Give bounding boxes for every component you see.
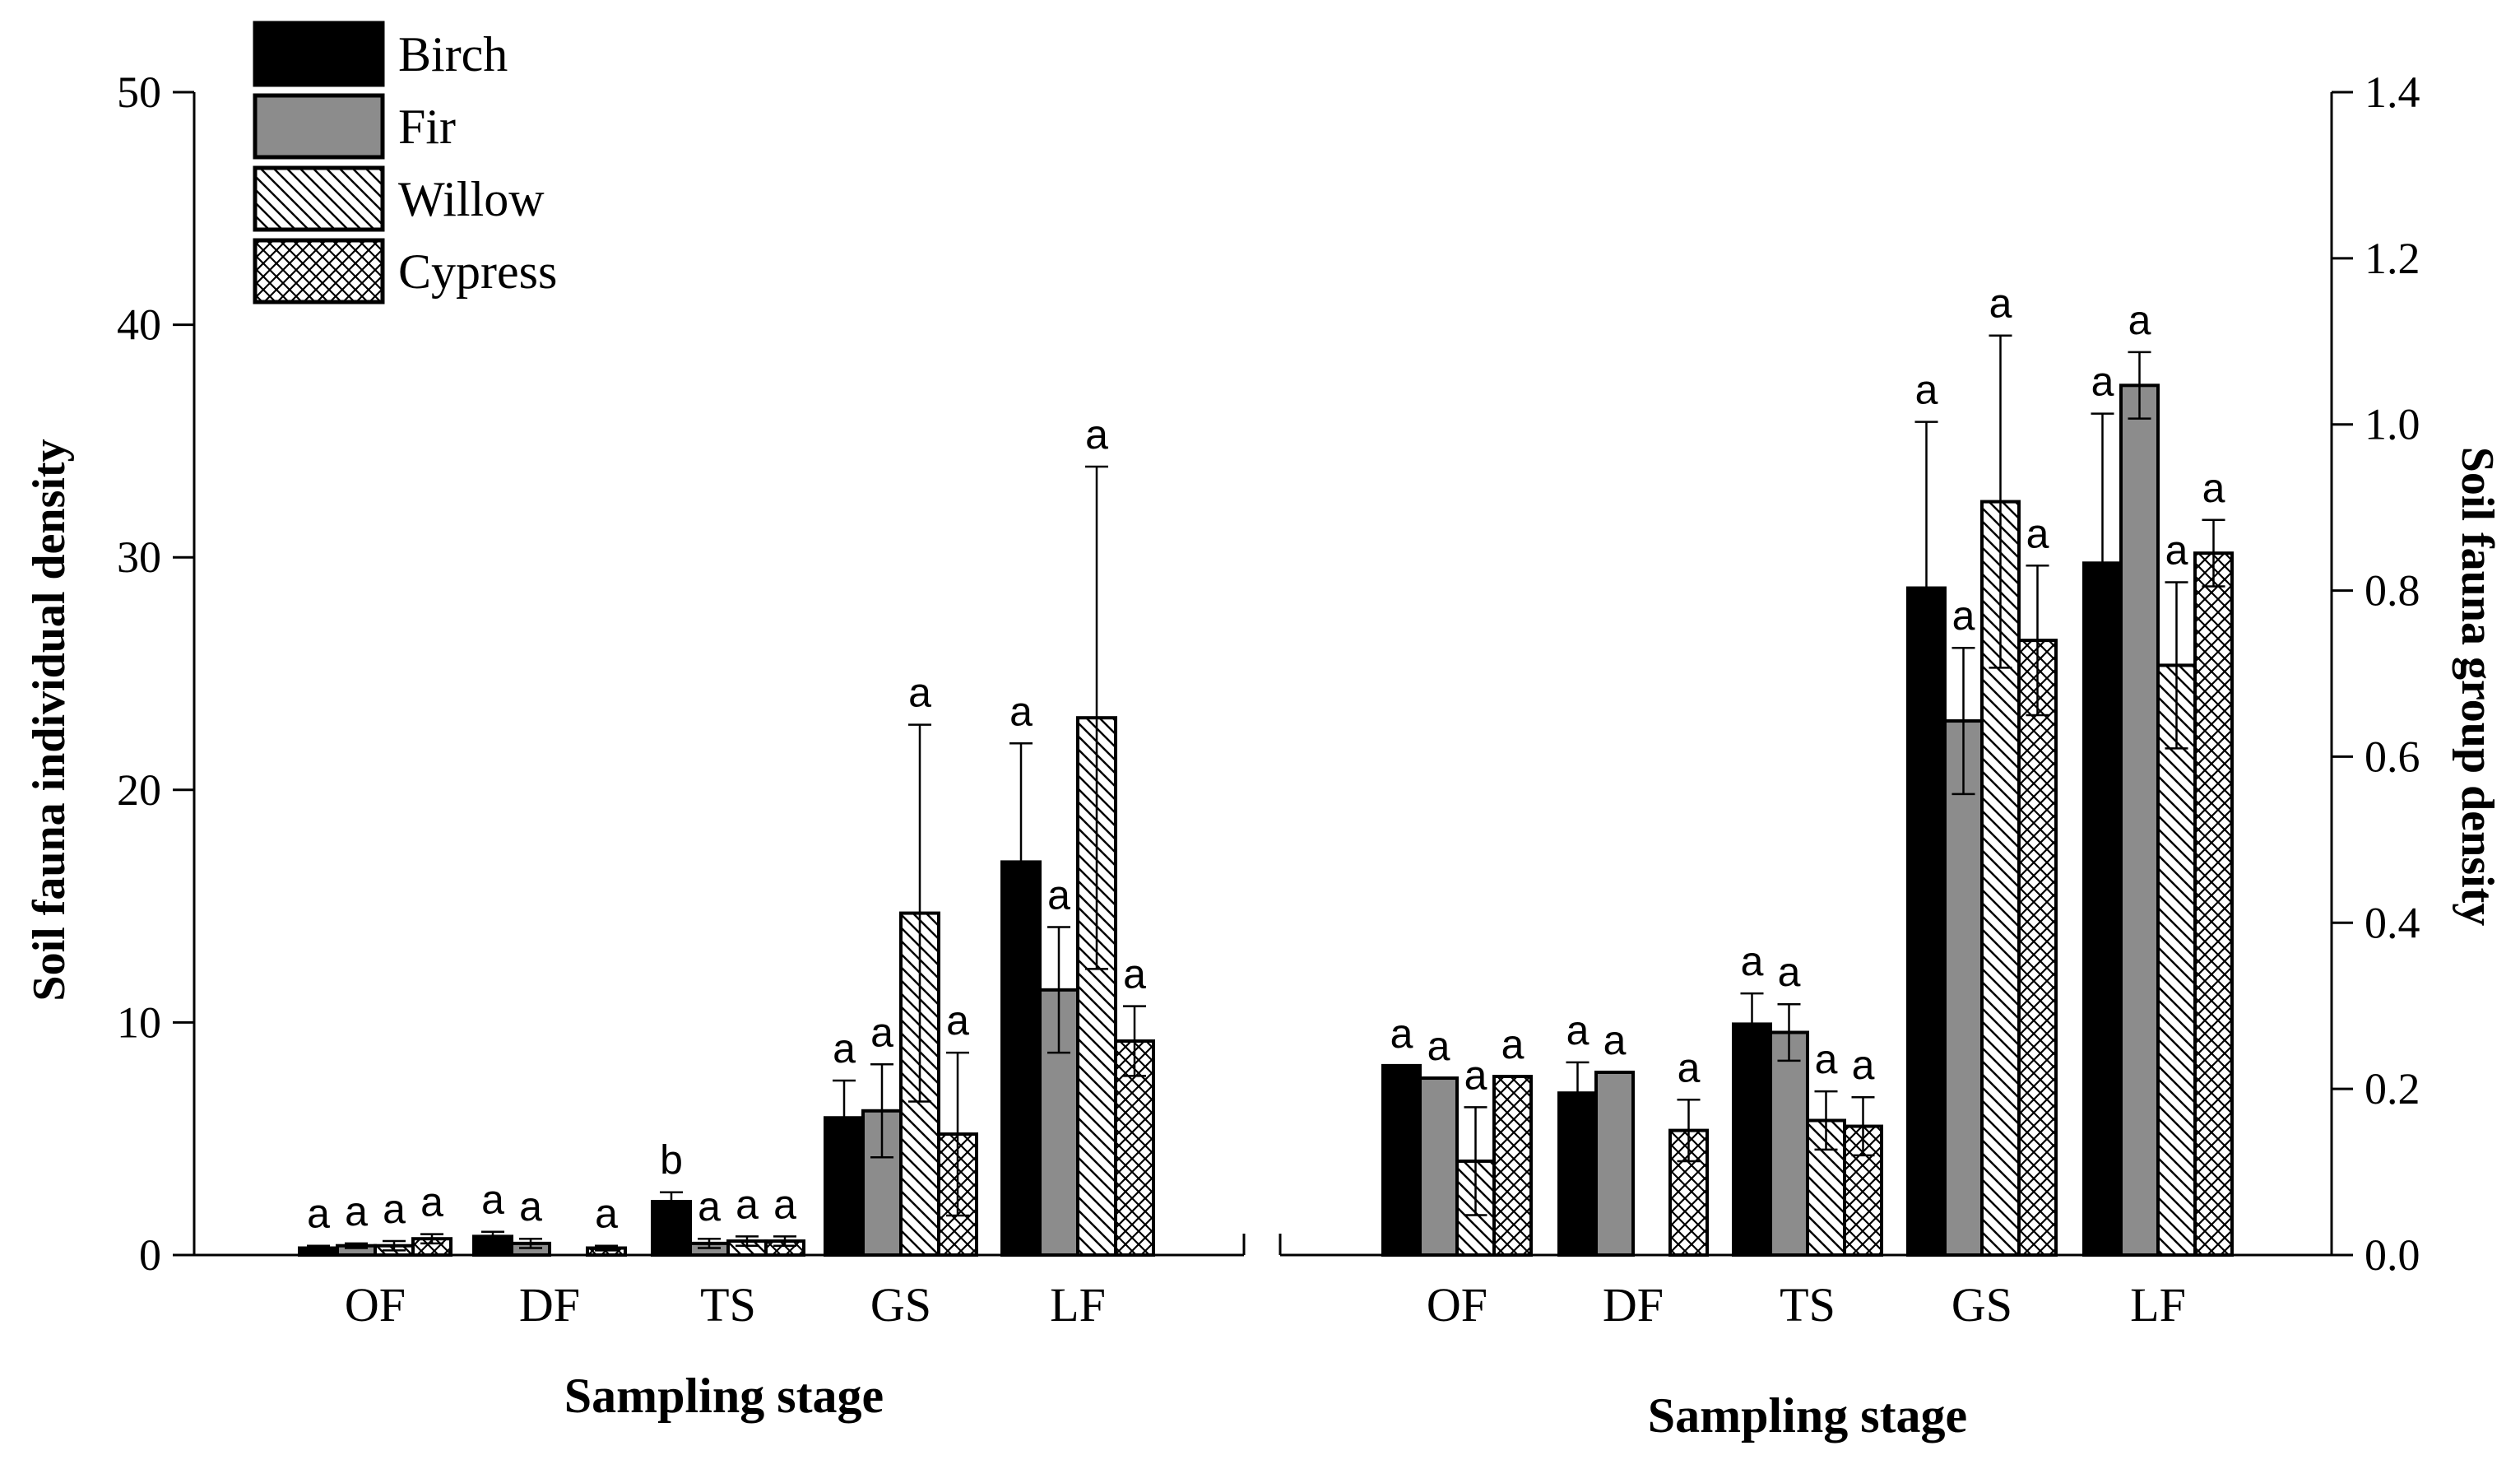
significance-letter: a: [2091, 359, 2114, 405]
bar-fir-ts: [1769, 1030, 1809, 1257]
chart-layer: 0 10 20 30 40 50 OF DF TS GS LF Sampling stage Soil …: [24, 21, 2503, 1443]
significance-letter: a: [519, 1183, 542, 1230]
significance-letter: a: [870, 1009, 893, 1055]
bar-birch-ts: [1732, 1022, 1772, 1257]
y-tick-label: 1.2: [2365, 234, 2420, 283]
x-tick-label: TS: [1780, 1278, 1835, 1332]
y-tick-label: 1.4: [2365, 67, 2420, 117]
chart-panel-1: 0 10 20 30 40 50 OF DF TS GS LF Sampling stage Soil …: [24, 67, 1246, 1423]
significance-letter: a: [1778, 949, 1801, 995]
bar-birch-of: [1381, 1063, 1422, 1257]
significance-letter: a: [481, 1177, 504, 1223]
significance-letter: a: [1952, 593, 1975, 639]
bar-cypress-of: [1492, 1075, 1533, 1257]
significance-letter: a: [1741, 938, 1764, 984]
significance-letter: a: [833, 1025, 856, 1072]
significance-letter: a: [2128, 297, 2151, 343]
significance-letter: a: [1815, 1036, 1838, 1082]
y-tick-label: 20: [117, 765, 161, 815]
legend-swatch-cypress: [253, 238, 385, 304]
significance-letter: a: [1085, 411, 1108, 458]
y-tick-label: 0: [139, 1230, 161, 1280]
significance-letter: a: [1603, 1017, 1627, 1063]
y-tick-label: 10: [117, 997, 161, 1047]
significance-letter: a: [383, 1186, 406, 1232]
x-tick-label: GS: [1951, 1278, 2012, 1332]
y-tick-label: 50: [117, 67, 161, 117]
bar-fir-df: [1594, 1070, 1635, 1257]
x-tick-label: GS: [870, 1278, 931, 1332]
significance-letter: a: [1501, 1021, 1525, 1067]
significance-letter: a: [595, 1191, 618, 1237]
significance-letter: a: [1427, 1023, 1450, 1069]
significance-letter: a: [1915, 367, 1938, 413]
legend-label: Cypress: [398, 244, 557, 299]
x-tick-label: DF: [519, 1278, 580, 1332]
significance-letter: a: [1047, 872, 1070, 918]
legend: Birch Fir Willow Cypress: [253, 21, 557, 304]
legend-swatch-birch: [253, 21, 385, 87]
significance-letter: a: [345, 1188, 368, 1234]
significance-letter: a: [908, 670, 931, 716]
legend-label: Willow: [398, 172, 545, 226]
y-tick-label: 40: [117, 300, 161, 350]
y-tick-label: 0.6: [2365, 732, 2420, 781]
x-tick-label: OF: [1427, 1278, 1487, 1332]
x-tick-label: LF: [1050, 1278, 1106, 1332]
y-tick-label: 0.4: [2365, 898, 2420, 947]
bar-fir-lf: [2119, 384, 2160, 1257]
x-tick-label: TS: [700, 1278, 756, 1332]
bar-fir-of: [1418, 1076, 1459, 1257]
significance-letter: a: [1123, 951, 1146, 997]
significance-letter: a: [1009, 688, 1033, 734]
significance-letter: a: [420, 1179, 443, 1225]
chart-panel-2: 0.0 0.2 0.4 0.6 0.8 1.0 1.2 1.4 OF DF TS GS LF Sampli…: [1279, 67, 2503, 1443]
significance-letter: a: [2202, 465, 2225, 511]
y-tick-label: 0.2: [2365, 1064, 2420, 1113]
significance-letter: a: [1852, 1042, 1875, 1088]
y-tick-label: 30: [117, 532, 161, 582]
bar-cypress-lf: [2193, 551, 2234, 1257]
y-axis-title: Soil fauna individual density: [24, 439, 75, 1001]
significance-letter: a: [1678, 1044, 1701, 1090]
y-tick-label: 1.0: [2365, 400, 2420, 449]
x-tick-label: DF: [1603, 1278, 1664, 1332]
y-axis-title: Soil fauna group density: [2452, 447, 2503, 926]
significance-letter: a: [2165, 527, 2188, 573]
significance-letter: a: [698, 1183, 721, 1230]
significance-letter: a: [1566, 1007, 1590, 1053]
significance-letter: a: [1390, 1011, 1413, 1057]
significance-letter: a: [773, 1181, 796, 1227]
significance-letter: a: [736, 1181, 759, 1227]
bar-cypress-gs: [2017, 639, 2058, 1257]
significance-letter: a: [1989, 281, 2012, 327]
significance-letter: a: [1464, 1052, 1487, 1098]
significance-letter: b: [660, 1137, 683, 1183]
significance-letter: a: [307, 1191, 330, 1237]
y-tick-label: 0.8: [2365, 566, 2420, 616]
bar-fir-gs: [1943, 719, 1984, 1257]
legend-label: Birch: [398, 27, 508, 81]
x-axis-title: Sampling stage: [564, 1369, 884, 1423]
legend-swatch-fir: [253, 93, 385, 160]
significance-letter: a: [2026, 510, 2049, 556]
legend-label: Fir: [398, 100, 456, 154]
x-axis-title: Sampling stage: [1648, 1388, 1967, 1443]
bar-willow-lf: [2156, 663, 2197, 1257]
y-tick-label: 0.0: [2365, 1230, 2420, 1280]
x-tick-label: OF: [345, 1278, 406, 1332]
x-tick-label: LF: [2130, 1278, 2186, 1332]
significance-letter: a: [946, 997, 969, 1044]
legend-swatch-willow: [253, 165, 385, 232]
